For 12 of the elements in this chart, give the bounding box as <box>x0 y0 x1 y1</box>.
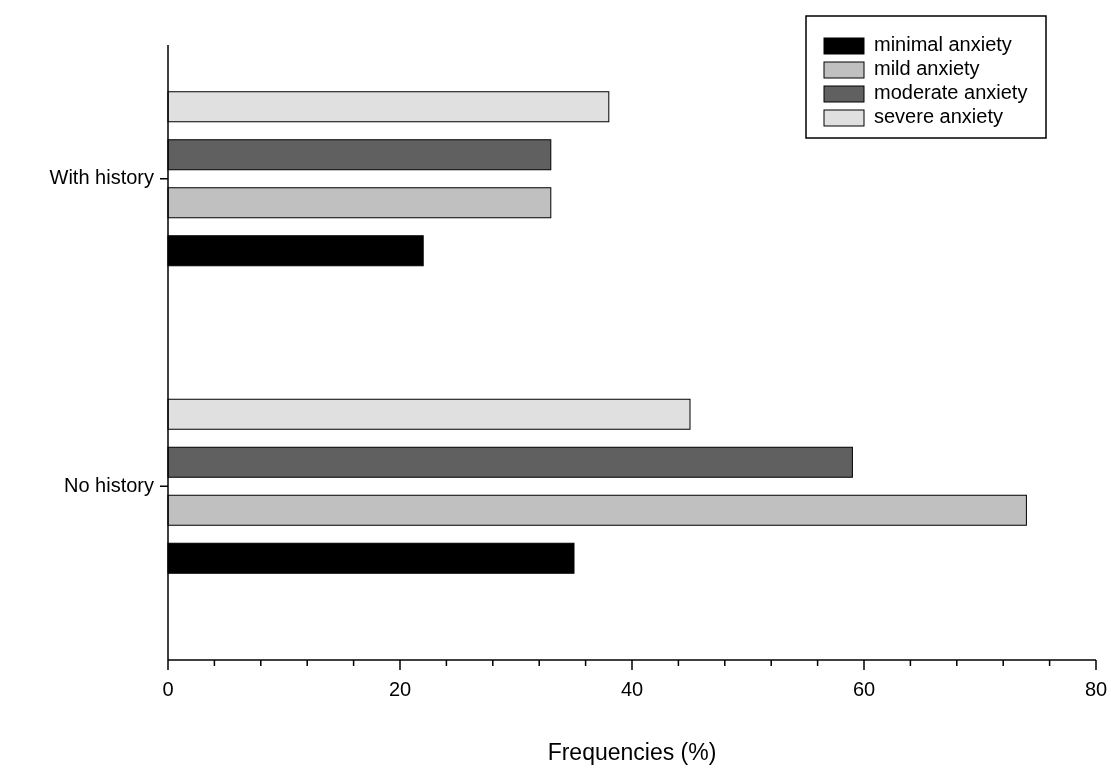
x-tick-label: 60 <box>852 678 876 700</box>
legend-label: minimal anxiety <box>874 33 1012 56</box>
x-tick-label: 80 <box>1084 678 1108 700</box>
x-tick-label: 0 <box>162 678 174 700</box>
x-tick-label: 40 <box>620 678 644 700</box>
y-tick-label: No history <box>63 473 154 496</box>
x-tick-label: 20 <box>388 678 412 700</box>
legend-label: mild anxiety <box>874 57 980 80</box>
legend-label: moderate anxiety <box>874 81 1028 104</box>
x-axis-title: Frequencies (%) <box>547 739 717 765</box>
y-tick-label: With history <box>49 166 154 189</box>
legend-label: severe anxiety <box>874 105 1003 128</box>
